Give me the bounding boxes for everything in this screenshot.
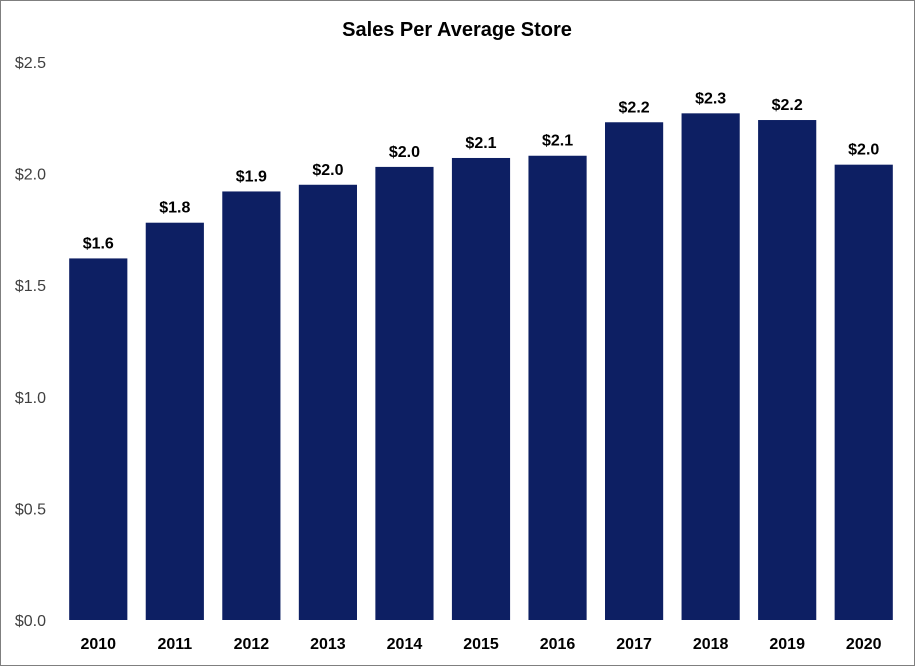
data-label-2013: $2.0: [312, 162, 343, 179]
y-tick-label: $1.0: [15, 390, 46, 407]
data-label-2014: $2.0: [389, 144, 420, 161]
x-tick-label-2010: 2010: [80, 636, 116, 653]
data-label-2017: $2.2: [619, 99, 650, 116]
y-axis: $0.0 $0.5 $1.0 $1.5 $2.0 $2.5: [15, 55, 46, 630]
x-tick-label-2013: 2013: [310, 636, 346, 653]
x-tick-label-2017: 2017: [616, 636, 652, 653]
x-tick-label-2018: 2018: [693, 636, 729, 653]
x-tick-label-2020: 2020: [846, 636, 882, 653]
bar-2010: [69, 258, 128, 620]
chart-title: Sales Per Average Store: [342, 19, 572, 41]
y-tick-label: $0.0: [15, 613, 46, 630]
bar-2020: [834, 164, 893, 620]
data-label-2010: $1.6: [83, 235, 114, 252]
x-tick-label-2015: 2015: [463, 636, 499, 653]
x-tick-label-2014: 2014: [387, 636, 423, 653]
y-tick-label: $2.0: [15, 167, 46, 184]
data-label-2015: $2.1: [465, 135, 496, 152]
data-label-2018: $2.3: [695, 90, 726, 107]
data-label-2011: $1.8: [159, 200, 190, 217]
bar-2018: [681, 113, 740, 620]
x-axis: 2010 2011 2012 2013 2014 2015 2016 2017 2018 2019…: [80, 636, 881, 653]
x-tick-label-2012: 2012: [234, 636, 270, 653]
bar-2011: [145, 222, 204, 621]
bar-2016: [528, 155, 587, 620]
data-label-2012: $1.9: [236, 168, 267, 185]
y-tick-label: $2.5: [15, 55, 46, 72]
data-label-2020: $2.0: [848, 142, 879, 159]
bar-2012: [222, 191, 281, 620]
x-tick-label-2016: 2016: [540, 636, 576, 653]
bar-2015: [451, 157, 511, 620]
bar-2013: [298, 184, 357, 620]
data-labels: $1.6 $1.8 $1.9 $2.0 $2.0 $2.1 $2.1 $2.2 $2.3 $2.2…: [83, 90, 880, 252]
bar-2017: [605, 122, 664, 620]
bars: [69, 113, 893, 621]
bar-2019: [758, 120, 817, 621]
y-tick-label: $0.5: [15, 501, 46, 518]
y-tick-label: $1.5: [15, 278, 46, 295]
x-tick-label-2011: 2011: [157, 636, 192, 653]
data-label-2019: $2.2: [772, 97, 803, 114]
bar-2014: [375, 166, 434, 621]
data-label-2016: $2.1: [542, 133, 573, 150]
x-tick-label-2019: 2019: [769, 636, 805, 653]
